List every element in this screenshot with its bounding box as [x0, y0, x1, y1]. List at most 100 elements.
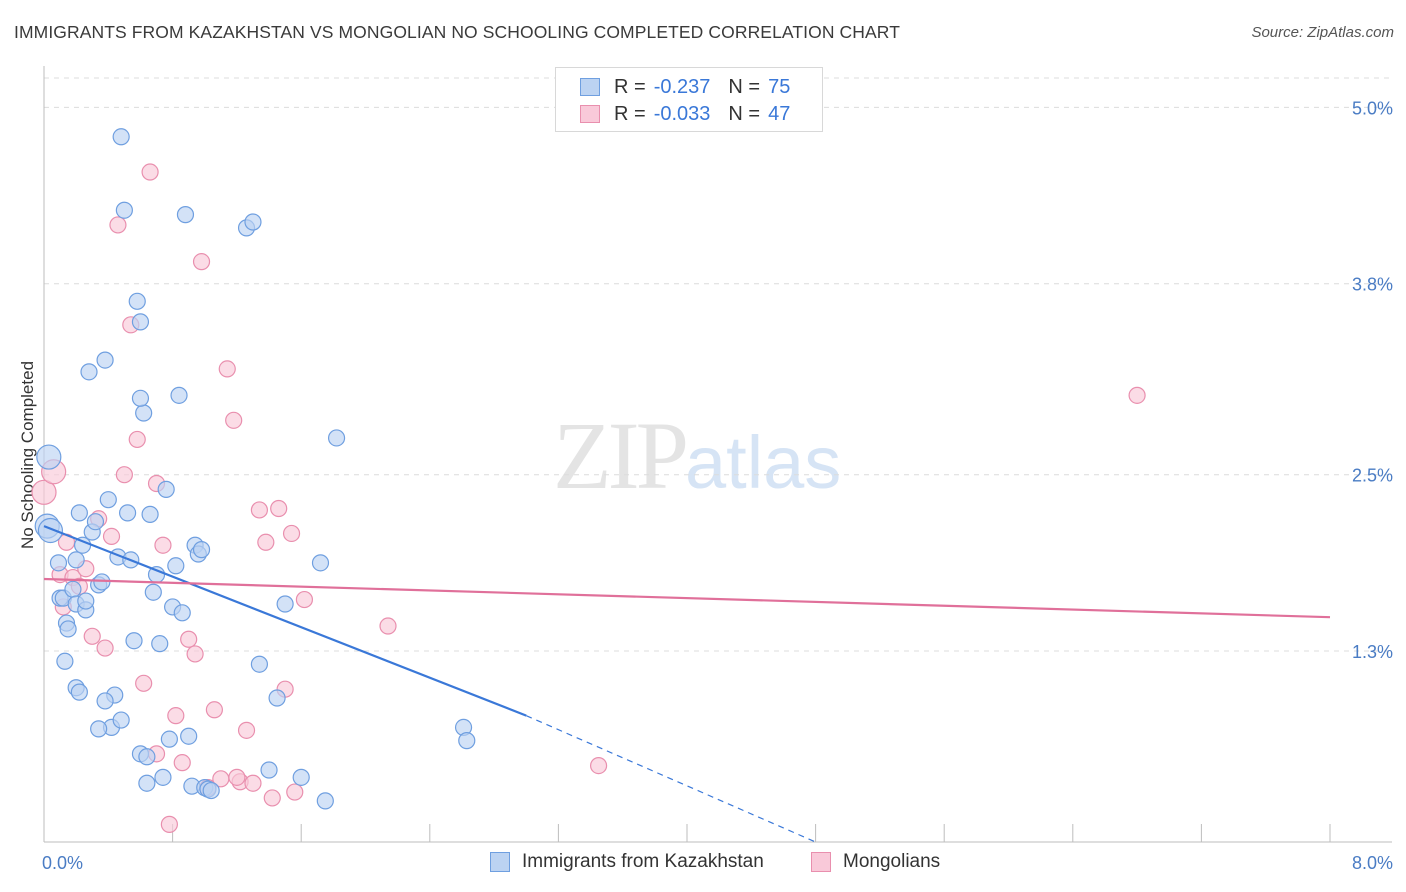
mongolians-trend-line: [43, 577, 1331, 619]
kazakhstan-point: [90, 720, 108, 738]
mongolians-point: [192, 253, 211, 271]
kazakhstan-point: [67, 551, 85, 569]
kazakhstan-point: [77, 592, 95, 610]
mongolians-point: [286, 783, 304, 801]
kazakhstan-trend-extension: [526, 715, 816, 843]
mongolians-points: [31, 163, 1146, 833]
chart-title: IMMIGRANTS FROM KAZAKHSTAN VS MONGOLIAN …: [14, 22, 901, 42]
mongolians-point: [83, 627, 101, 645]
kazakhstan-point: [316, 792, 334, 810]
kazakhstan-point: [86, 513, 105, 531]
legend-r-label: R =: [614, 75, 646, 98]
legend-label-mongolians: Mongolians: [843, 851, 941, 872]
kazakhstan-point: [131, 313, 150, 331]
kazakhstan-point: [125, 632, 143, 650]
trend-lines: [43, 525, 1331, 843]
kazakhstan-point: [96, 351, 114, 369]
legend-label-kazakhstan: Immigrants from Kazakhstan: [522, 851, 764, 872]
mongolians-point: [109, 216, 127, 234]
kazakhstan-point: [144, 583, 162, 601]
kazakhstan-point: [154, 768, 172, 786]
watermark: ZIPatlas: [553, 400, 841, 511]
legend-r-label: R =: [614, 102, 646, 125]
legend-item-kazakhstan: Immigrants from Kazakhstan: [490, 851, 764, 873]
x-tick-label: 0.0%: [42, 853, 83, 873]
mongolians-point: [186, 645, 204, 663]
kazakhstan-point: [49, 554, 68, 572]
grid-lines: [44, 77, 1392, 652]
legend-row-mongolians: R = -0.033 N = 47: [580, 102, 790, 126]
kazakhstan-point: [56, 652, 74, 670]
kazakhstan-trend-line: [43, 525, 527, 717]
kazakhstan-point: [327, 429, 346, 447]
mongolians-point: [31, 479, 57, 505]
kazakhstan-point: [37, 517, 64, 544]
mongolians-point: [218, 360, 236, 378]
kazakhstan-point: [180, 727, 198, 745]
legend-swatch-kazakhstan: [580, 78, 600, 96]
legend-swatch-kazakhstan: [490, 852, 510, 872]
mongolians-point: [270, 499, 288, 518]
legend-r-value: -0.033: [653, 102, 711, 125]
mongolians-point: [225, 411, 243, 429]
kazakhstan-point: [292, 768, 310, 786]
mongolians-point: [128, 430, 146, 449]
kazakhstan-point: [70, 504, 88, 522]
kazakhstan-point: [160, 730, 178, 748]
kazakhstan-point: [80, 363, 98, 381]
mongolians-point: [180, 630, 198, 648]
legend-item-mongolians: Mongolians: [811, 851, 940, 873]
mongolians-point: [154, 536, 172, 554]
y-tick-label: 1.3%: [1352, 642, 1393, 662]
kazakhstan-point: [311, 554, 330, 572]
kazakhstan-point: [64, 580, 82, 598]
mongolians-point: [135, 674, 153, 692]
mongolians-point: [96, 639, 114, 657]
kazakhstan-point: [115, 201, 133, 219]
kazakhstan-point: [128, 292, 146, 310]
legend-n-label: N =: [728, 75, 761, 98]
kazakhstan-point: [112, 711, 130, 729]
legend-row-kazakhstan: R = -0.237 N = 75: [580, 75, 790, 99]
kazakhstan-point: [202, 781, 220, 800]
mongolians-point: [379, 617, 397, 635]
kazakhstan-point: [176, 206, 195, 224]
correlation-legend: R = -0.237 N = 75 R = -0.033 N = 47: [555, 67, 823, 132]
kazakhstan-point: [118, 504, 137, 522]
legend-r-value: -0.237: [653, 75, 711, 98]
kazakhstan-point: [141, 505, 159, 523]
kazakhstan-point: [151, 635, 169, 653]
y-tick-label: 3.8%: [1352, 275, 1393, 295]
mongolians-point: [228, 768, 246, 786]
kazakhstan-point: [192, 541, 211, 559]
mongolians-point: [173, 754, 191, 772]
mongolians-point: [295, 590, 314, 609]
legend-n-value: 75: [768, 75, 791, 98]
kazakhstan-point: [268, 689, 286, 707]
kazakhstan-point: [36, 444, 62, 470]
kazakhstan-point: [135, 404, 153, 422]
kazakhstan-point: [170, 386, 188, 404]
watermark-zip: ZIP: [553, 402, 689, 509]
kazakhstan-point: [157, 480, 175, 498]
legend-n-value: 47: [768, 102, 791, 125]
mongolians-point: [589, 756, 608, 775]
kazakhstan-points: [34, 128, 476, 810]
mongolians-point: [1128, 386, 1146, 404]
kazakhstan-point: [244, 213, 262, 231]
mongolians-point: [244, 774, 262, 792]
legend-n-label: N =: [728, 102, 761, 125]
watermark-atlas: atlas: [685, 421, 842, 504]
legend-swatch-mongolians: [580, 105, 600, 123]
mongolians-point: [102, 527, 121, 546]
mongolians-point: [141, 163, 159, 181]
kazakhstan-point: [276, 595, 294, 613]
kazakhstan-point: [138, 774, 156, 792]
source-label: Source: ZipAtlas.com: [1251, 24, 1394, 41]
mongolians-point: [250, 501, 269, 519]
mongolians-point: [115, 466, 133, 484]
kazakhstan-point: [173, 604, 191, 622]
kazakhstan-point: [59, 620, 77, 638]
mongolians-point: [167, 707, 185, 725]
y-tick-label: 2.5%: [1352, 466, 1393, 486]
